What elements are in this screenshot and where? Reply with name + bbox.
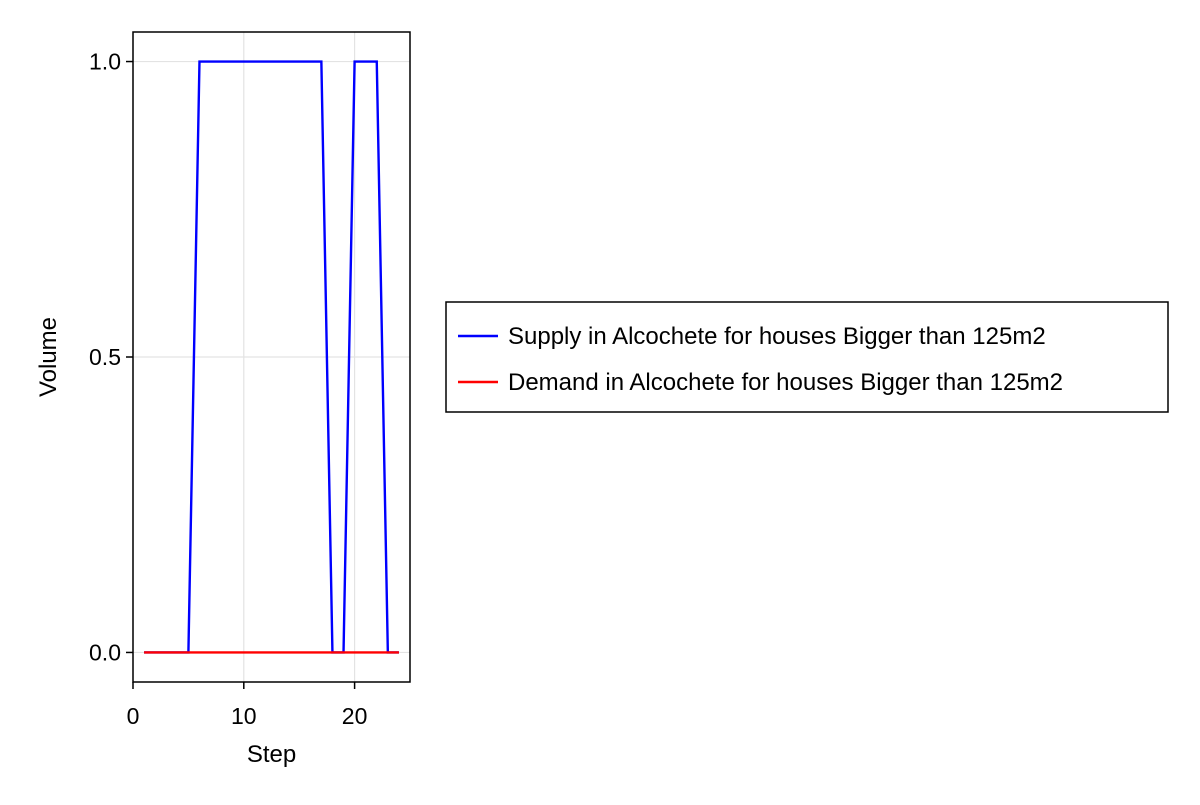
y-tick-label: 0.5 bbox=[89, 344, 121, 370]
tick-layer: 0 10 20 0.0 0.5 1.0 bbox=[89, 49, 367, 729]
y-axis-title: Volume bbox=[35, 317, 62, 397]
x-tick-label: 20 bbox=[342, 703, 368, 729]
y-tick-label: 1.0 bbox=[89, 49, 121, 75]
legend-box bbox=[445, 301, 1169, 413]
legend-label-1: Supply in Alcochete for houses Bigger th… bbox=[508, 323, 1046, 350]
series-layer bbox=[144, 60, 399, 654]
legend: Supply in Alcochete for houses Bigger th… bbox=[445, 301, 1169, 413]
x-tick-label: 0 bbox=[127, 703, 140, 729]
grid-layer bbox=[132, 32, 410, 682]
y-tick-label: 0.0 bbox=[89, 639, 121, 665]
x-axis-title: Step bbox=[247, 741, 296, 768]
legend-label-2: Demand in Alcochete for houses Bigger th… bbox=[508, 369, 1063, 396]
x-tick-label: 10 bbox=[231, 703, 257, 729]
